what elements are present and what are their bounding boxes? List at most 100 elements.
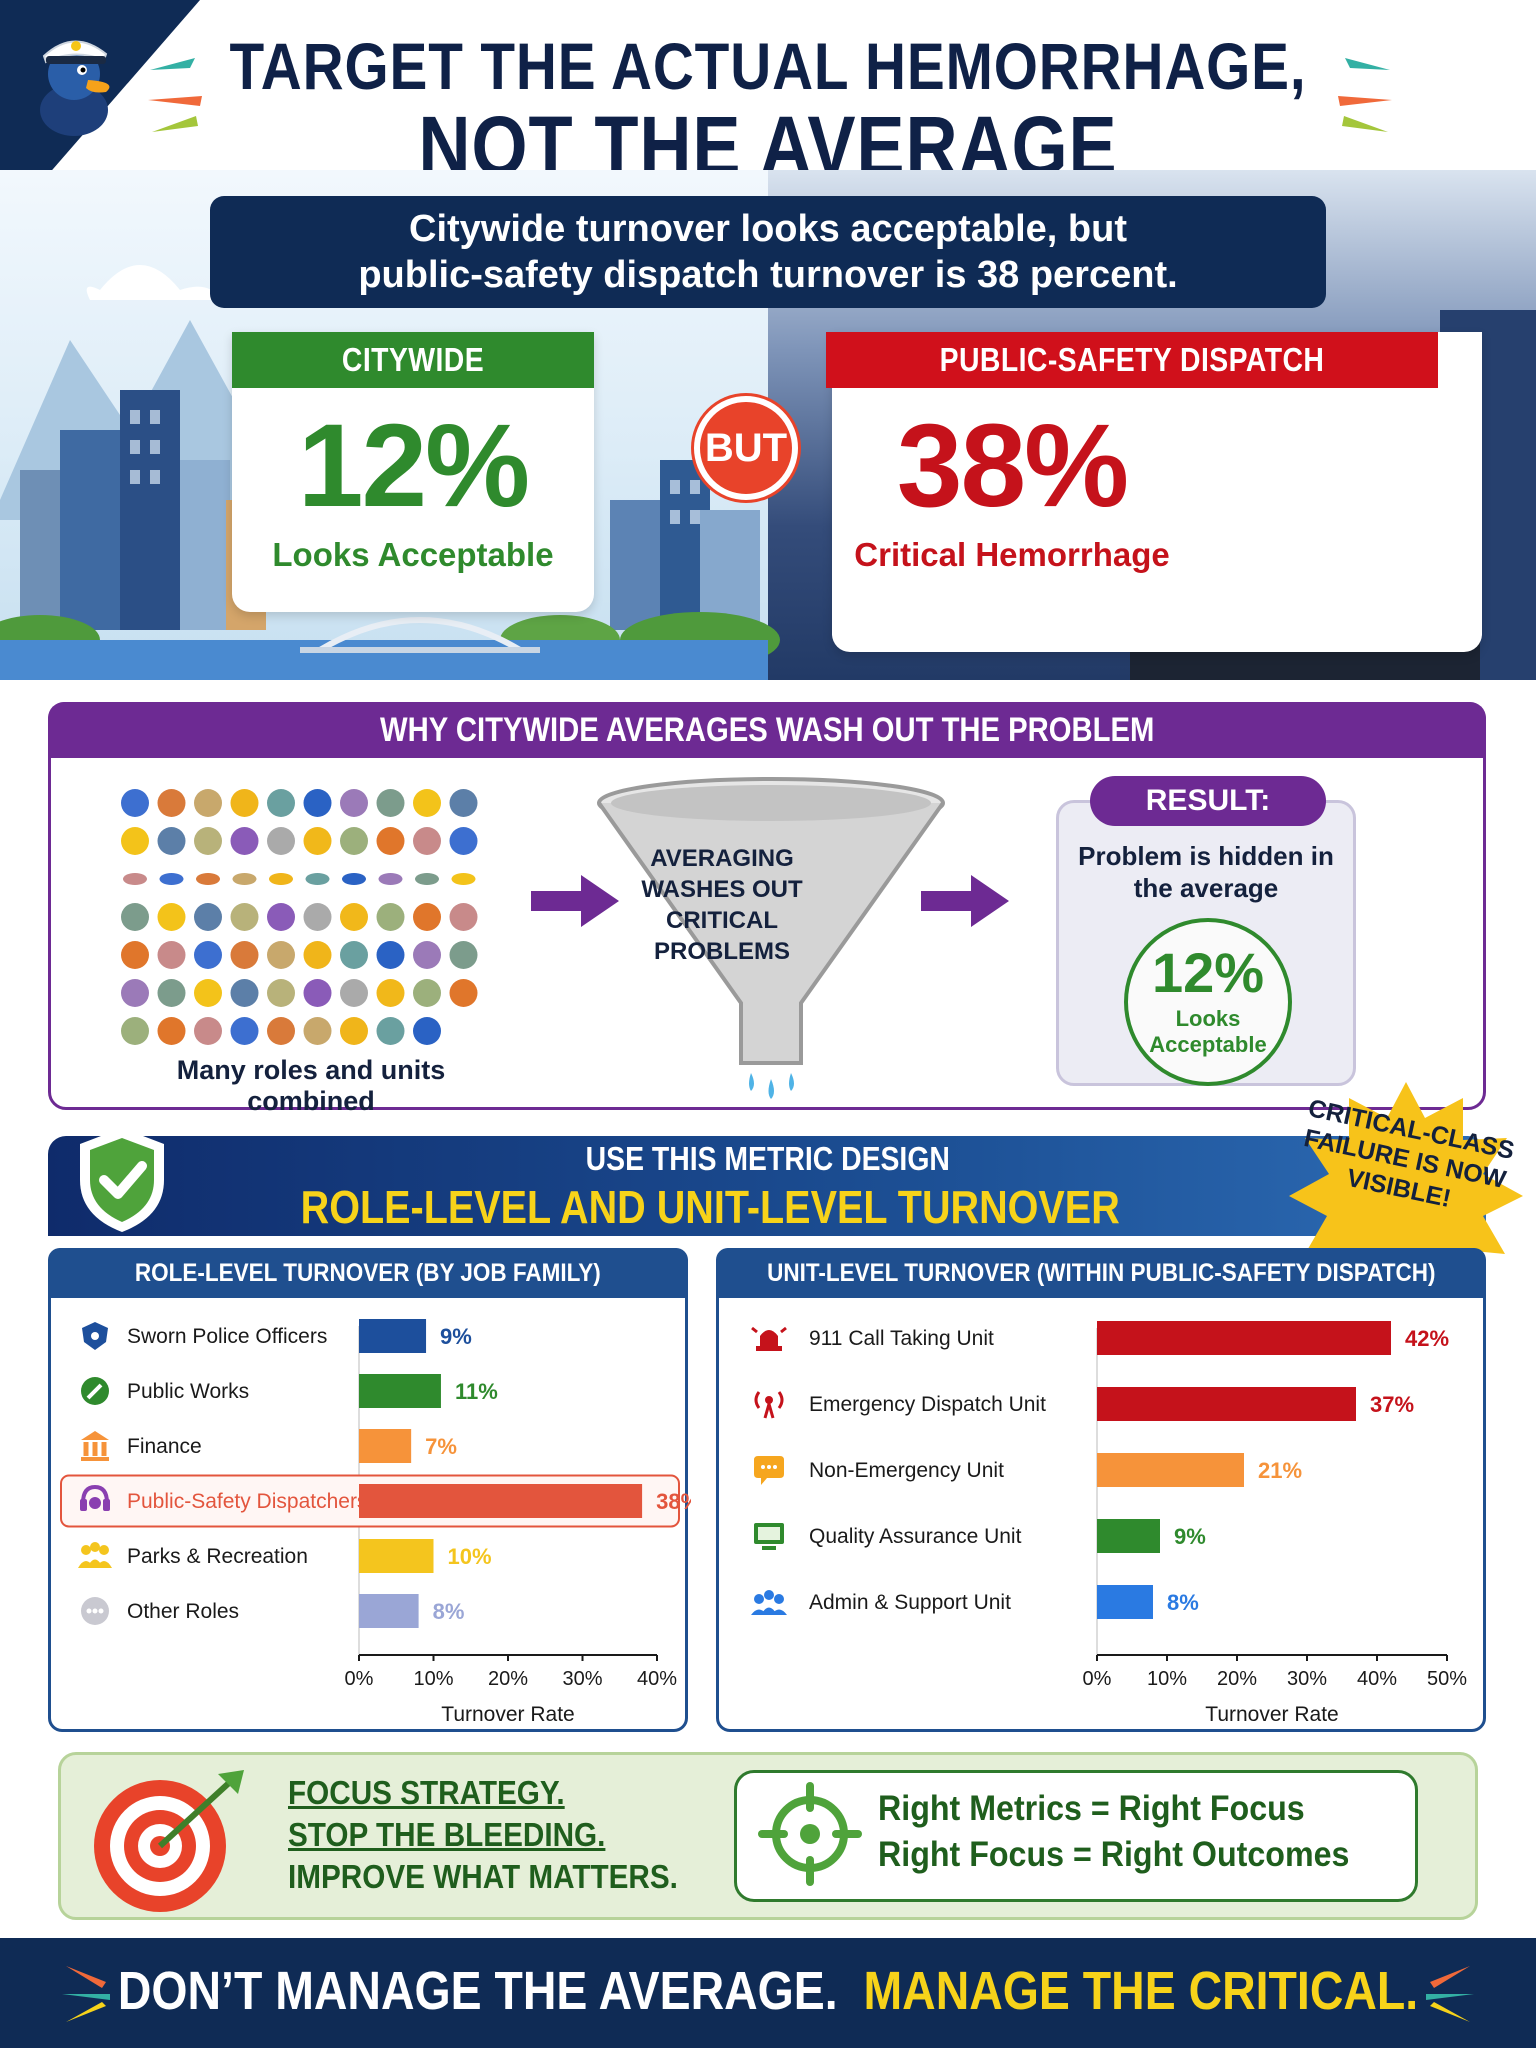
crosshair-icon — [758, 1782, 862, 1886]
team-icon — [751, 1590, 787, 1615]
result-value-label-line2: Acceptable — [1149, 1032, 1267, 1057]
dispatch-turnover-card: PUBLIC-SAFETY DISPATCH TURNOVER 38% Crit… — [826, 332, 1482, 652]
siren-icon — [751, 1326, 787, 1351]
focus-line1: FOCUS STRATEGY. — [288, 1774, 565, 1811]
category-label: Non-Emergency Unit — [809, 1459, 1004, 1482]
result-text-line2: the average — [1133, 873, 1279, 903]
radio-tower-icon — [754, 1391, 784, 1419]
unit-level-chart-title: UNIT-LEVEL TURNOVER (WITHIN PUBLIC-SAFET… — [716, 1248, 1486, 1298]
but-badge: BUT — [694, 396, 798, 500]
metric-subheading: USE THIS METRIC DESIGN — [585, 1140, 951, 1177]
x-tick-label: 0% — [345, 1668, 374, 1690]
equation-line1: Right Metrics = Right Focus — [878, 1789, 1305, 1828]
chat-bubble-icon — [754, 1456, 784, 1485]
metric-heading: ROLE-LEVEL AND UNIT-LEVEL TURNOVER — [300, 1181, 1120, 1233]
more-dots-icon — [81, 1597, 109, 1625]
result-value-label-line1: Looks — [1175, 1006, 1241, 1031]
page-title-line1: TARGET THE ACTUAL HEMORRHAGE, — [229, 29, 1307, 103]
category-label: Parks & Recreation — [127, 1545, 308, 1568]
arrow-right-icon — [531, 875, 619, 927]
unit-level-bar-chart: 0% 10% 20% 30% 40% 50% Turnover Rate 911 Call T… — [751, 1321, 1467, 1726]
subtitle-line1: Citywide turnover looks acceptable, but — [409, 208, 1127, 250]
category-label: Public-Safety Dispatchers — [127, 1490, 367, 1513]
bar-value-label: 37% — [1370, 1392, 1414, 1417]
role-level-chart-panel: ROLE-LEVEL TURNOVER (BY JOB FAMILY) 0% 10… — [48, 1248, 691, 1732]
duck-captain-mascot-icon — [40, 40, 110, 136]
x-axis-label: Turnover Rate — [441, 1703, 574, 1726]
role-level-bar-chart: 0% 10% 20% 30% 40% Turnover Rate Sworn Police … — [60, 1319, 691, 1726]
headset-icon — [80, 1484, 110, 1511]
bar — [359, 1484, 643, 1518]
result-text: Problem is hidden in the average — [1056, 840, 1356, 904]
decor-rays-right-icon — [1338, 58, 1392, 132]
wrench-icon — [81, 1377, 109, 1405]
category-label: Emergency Dispatch Unit — [809, 1393, 1046, 1416]
bar-value-label: 7% — [425, 1434, 457, 1459]
category-label: Admin & Support Unit — [809, 1591, 1011, 1614]
footer-banner — [0, 1938, 1536, 2048]
funnel-text: AVERAGING WASHES OUT CRITICAL PROBLEMS — [641, 845, 803, 965]
category-label: Quality Assurance Unit — [809, 1525, 1022, 1548]
dots-caption: Many roles and units combined — [176, 1055, 446, 1116]
footer-slogan: DON’T MANAGE THE AVERAGE. MANAGE THE CRI… — [0, 1960, 1536, 2022]
category-label: Sworn Police Officers — [127, 1325, 327, 1348]
x-tick-label: 30% — [562, 1668, 602, 1690]
decor-rays-left-icon — [148, 58, 202, 132]
bar — [1097, 1453, 1244, 1487]
focus-line2: STOP THE BLEEDING. — [288, 1816, 606, 1853]
arrow-right-icon — [921, 875, 1009, 927]
monitor-icon — [754, 1523, 784, 1550]
focus-line3: IMPROVE WHAT MATTERS. — [288, 1858, 678, 1895]
result-text-line1: Problem is hidden in — [1078, 841, 1334, 871]
citywide-turnover-card: CITYWIDE TURNOVER 12% Looks Acceptable — [232, 332, 594, 612]
subtitle-banner: Citywide turnover looks acceptable, but … — [210, 196, 1326, 308]
result-value-label: Looks Acceptable — [1128, 1006, 1288, 1058]
people-group-icon — [78, 1542, 112, 1568]
focus-strategy-text: FOCUS STRATEGY. STOP THE BLEEDING. IMPRO… — [288, 1772, 721, 1898]
dispatch-turnover-label: Critical Hemorrhage — [854, 536, 1170, 573]
bar — [1097, 1387, 1356, 1421]
bar — [359, 1539, 434, 1573]
why-averages-section: WHY CITYWIDE AVERAGES WASH OUT THE PROBL… — [48, 702, 1486, 1116]
x-tick-label: 40% — [1357, 1668, 1397, 1690]
metric-design-banner — [48, 1136, 1486, 1236]
x-tick-label: 30% — [1287, 1668, 1327, 1690]
bar — [1097, 1519, 1160, 1553]
why-averages-heading: WHY CITYWIDE AVERAGES WASH OUT THE PROBL… — [48, 702, 1486, 758]
x-tick-label: 10% — [413, 1668, 453, 1690]
category-label: Other Roles — [127, 1600, 239, 1623]
target-arrow-icon — [94, 1770, 244, 1912]
decor-burst-right-icon — [1426, 1966, 1474, 2022]
category-label: 911 Call Taking Unit — [809, 1327, 994, 1350]
bar-value-label: 8% — [433, 1599, 465, 1624]
category-label: Finance — [127, 1435, 202, 1458]
unit-level-chart-panel: UNIT-LEVEL TURNOVER (WITHIN PUBLIC-SAFET… — [716, 1248, 1486, 1732]
shield-check-icon — [80, 1128, 164, 1232]
role-level-chart-title: ROLE-LEVEL TURNOVER (BY JOB FAMILY) — [48, 1248, 688, 1298]
dispatch-turnover-value: 38% — [896, 400, 1129, 532]
mixed-roles-dots-icon — [121, 789, 478, 1045]
funnel-icon — [597, 777, 945, 1099]
result-value: 12% — [1151, 941, 1265, 1004]
bar-value-label: 38% — [656, 1489, 691, 1514]
police-badge-icon — [82, 1322, 108, 1350]
bar-value-label: 21% — [1258, 1458, 1302, 1483]
footer-slogan-part2: MANAGE THE CRITICAL. — [863, 1961, 1419, 2021]
bar-value-label: 11% — [455, 1379, 498, 1404]
bar — [1097, 1585, 1153, 1619]
citywide-turnover-heading: CITYWIDE TURNOVER — [232, 332, 594, 434]
x-tick-label: 0% — [1083, 1668, 1112, 1690]
bar — [359, 1319, 427, 1353]
result-value-circle: 12% Looks Acceptable — [1124, 918, 1292, 1086]
dispatch-turnover-heading: PUBLIC-SAFETY DISPATCH TURNOVER — [826, 332, 1438, 434]
citywide-turnover-value: 12% — [297, 400, 530, 532]
bar-value-label: 9% — [440, 1324, 472, 1349]
citywide-turnover-label: Looks Acceptable — [272, 536, 554, 573]
x-tick-label: 20% — [488, 1668, 528, 1690]
x-tick-label: 20% — [1217, 1668, 1257, 1690]
bar — [1097, 1321, 1391, 1355]
bank-icon — [81, 1431, 109, 1461]
bar — [359, 1594, 419, 1628]
bar-value-label: 42% — [1405, 1326, 1449, 1351]
decor-burst-left-icon — [62, 1966, 110, 2022]
